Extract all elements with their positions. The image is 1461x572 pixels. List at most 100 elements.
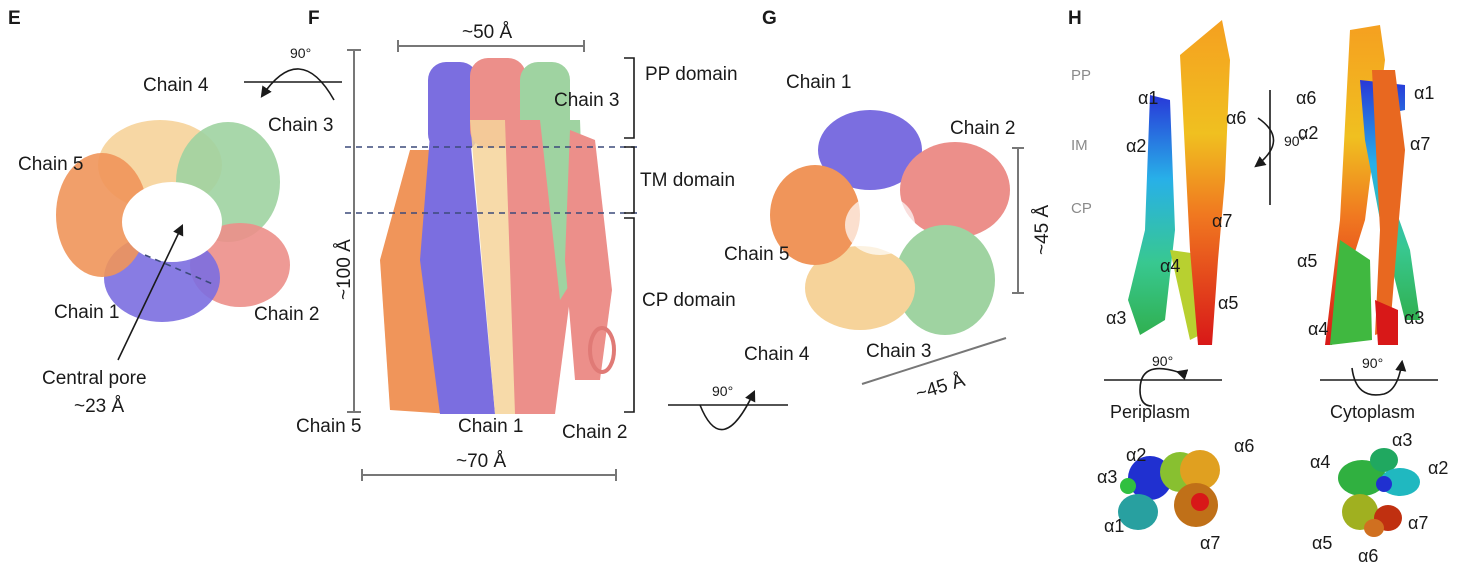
pp-domain-bracket — [624, 57, 635, 139]
monomer-left — [1128, 20, 1230, 345]
left-helix-a4: α4 — [1160, 256, 1180, 276]
left-helix-a1: α1 — [1138, 88, 1158, 108]
peri-blob-yellow — [1180, 450, 1220, 490]
panel-f-letter: F — [308, 8, 320, 29]
panel-e: E 90° Chain 4 Chain 3 Chain 5 Chain 1 Ch… — [8, 8, 342, 417]
g-height-label: ~45 Å — [1032, 204, 1053, 255]
right-helix-a3: α3 — [1404, 308, 1424, 328]
cyto-helix-a3: α3 — [1392, 430, 1412, 450]
region-pp: PP — [1071, 67, 1091, 84]
panel-h: H PP IM CP α1 α2 α6 α7 α4 α5 α3 90° α6 α… — [1068, 8, 1448, 566]
left-helix-a7: α7 — [1212, 211, 1232, 231]
pentamer-top-view — [56, 120, 290, 322]
chain-label-g-2: Chain 2 — [950, 118, 1016, 139]
rotation-arrow-e — [260, 68, 335, 101]
center-ring — [845, 195, 915, 255]
monomer-right-a7 — [1372, 70, 1405, 335]
cyto-blob-orange — [1364, 519, 1384, 537]
pentamer-side-view — [380, 58, 616, 414]
tm-domain-bracket — [624, 146, 635, 214]
chain-label-g-4: Chain 4 — [744, 344, 810, 365]
rotation-arrow-h — [1254, 117, 1275, 168]
right-helix-a6: α6 — [1296, 88, 1316, 108]
chain-label-g-1: Chain 1 — [786, 72, 852, 93]
left-helix-a2: α2 — [1126, 136, 1146, 156]
cyto-blob-green — [1338, 460, 1386, 496]
periplasm-label: Periplasm — [1110, 402, 1190, 422]
bottom-width-label: ~70 Å — [456, 451, 507, 472]
pore-pointer-arrow — [117, 223, 184, 361]
periplasm-rotation-arrow — [1139, 367, 1189, 407]
chain-label-f-2: Chain 2 — [562, 422, 628, 443]
central-pore-hole — [122, 182, 222, 262]
peri-helix-a6: α6 — [1234, 436, 1254, 456]
chain2-ring — [900, 142, 1010, 238]
central-pore-size: ~23 Å — [74, 396, 125, 417]
chain-label-e-3: Chain 3 — [268, 115, 334, 136]
chain-label-g-5: Chain 5 — [724, 244, 790, 265]
pp-domain-label: PP domain — [645, 64, 738, 85]
height-label: ~100 Å — [334, 239, 355, 300]
cytoplasm-end-view — [1338, 448, 1420, 537]
chain-label-f-3: Chain 3 — [554, 90, 620, 111]
right-helix-a2: α2 — [1298, 123, 1318, 143]
left-helix-a5: α5 — [1218, 293, 1238, 313]
left-helix-a6: α6 — [1226, 108, 1246, 128]
right-helix-a7: α7 — [1410, 134, 1430, 154]
left-helix-a3: α3 — [1106, 308, 1126, 328]
cytoplasm-label: Cytoplasm — [1330, 402, 1415, 422]
g-width-bar — [861, 337, 1007, 385]
peri-blob-teal — [1118, 494, 1158, 530]
chain-label-e-5: Chain 5 — [18, 154, 84, 175]
chain5-blob — [56, 153, 148, 277]
chain1-side — [420, 135, 495, 414]
peri-helix-a7: α7 — [1200, 533, 1220, 553]
monomer-right — [1325, 25, 1420, 345]
panel-g-letter: G — [762, 8, 777, 29]
chain-label-e-1: Chain 1 — [54, 302, 120, 323]
chain-label-f-5: Chain 5 — [296, 416, 362, 437]
periplasm-end-view — [1118, 450, 1220, 530]
chain-label-e-4: Chain 4 — [143, 75, 209, 96]
monomer-right-red — [1375, 300, 1398, 345]
right-helix-a5: α5 — [1297, 251, 1317, 271]
region-cp: CP — [1071, 200, 1092, 217]
monomer-right-a4-a5 — [1330, 240, 1372, 345]
cytoplasm-rotation-label: 90° — [1362, 355, 1383, 371]
cp-domain-label: CP domain — [642, 290, 736, 311]
periplasm-rotation-label: 90° — [1152, 353, 1173, 369]
chain-label-f-1: Chain 1 — [458, 416, 524, 437]
chain-label-g-3: Chain 3 — [866, 341, 932, 362]
region-im: IM — [1071, 137, 1088, 154]
panel-e-letter: E — [8, 8, 21, 29]
peri-helix-a3: α3 — [1097, 467, 1117, 487]
panel-h-letter: H — [1068, 8, 1082, 29]
cp-domain-bracket — [624, 217, 635, 413]
monomer-left-a1-a4 — [1128, 95, 1175, 335]
chain2-side-back — [565, 130, 612, 380]
rotation-arrow-g — [699, 389, 756, 431]
chain1-ring — [818, 110, 922, 190]
tm-domain-label: TM domain — [640, 170, 735, 191]
monomer-left-a6-a7 — [1180, 20, 1230, 345]
pentamer-bottom-view — [770, 110, 1010, 335]
cyto-helix-a4: α4 — [1310, 452, 1330, 472]
cyto-blob-a3 — [1370, 448, 1398, 472]
panel-g: G Chain 1 Chain 2 Chain 5 Chain 4 Chain … — [668, 8, 1053, 431]
chain5-ring — [770, 165, 860, 265]
peri-blob-red — [1191, 493, 1209, 511]
peri-blob-small-green — [1120, 478, 1136, 494]
cyto-helix-a6: α6 — [1358, 546, 1378, 566]
peri-helix-a1: α1 — [1104, 516, 1124, 536]
cyto-helix-a7: α7 — [1408, 513, 1428, 533]
cyto-blob-blue — [1376, 476, 1392, 492]
rotation-label-g: 90° — [712, 383, 733, 399]
chain3-ring — [895, 225, 995, 335]
cyto-helix-a2: α2 — [1428, 458, 1448, 478]
chain4-ring — [805, 246, 915, 330]
chain1-pp — [428, 62, 478, 152]
peri-helix-a2: α2 — [1126, 445, 1146, 465]
top-width-label: ~50 Å — [462, 22, 513, 43]
